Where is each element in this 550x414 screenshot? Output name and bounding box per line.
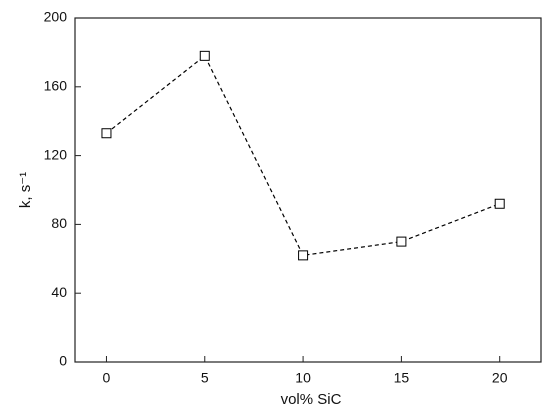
y-axis-label: k, s⁻¹ <box>17 172 34 208</box>
y-tick-label: 40 <box>51 284 67 300</box>
y-tick-label: 0 <box>59 353 67 369</box>
y-tick-label: 160 <box>44 78 68 94</box>
data-point <box>101 128 112 139</box>
data-line <box>106 54 500 257</box>
plot-frame <box>74 17 542 363</box>
x-tick-label: 20 <box>492 370 508 386</box>
y-tick-label: 200 <box>44 9 68 25</box>
y-tick-label: 120 <box>44 146 68 162</box>
x-tick-label: 10 <box>295 370 311 386</box>
x-tick-label: 0 <box>103 370 111 386</box>
x-tick-label: 15 <box>394 370 410 386</box>
data-point <box>298 250 309 261</box>
data-point <box>199 50 210 61</box>
data-point <box>494 198 505 209</box>
x-axis-label: vol% SiC <box>281 391 342 408</box>
x-tick-label: 5 <box>201 370 209 386</box>
data-point <box>396 236 407 247</box>
y-tick-label: 80 <box>51 215 67 231</box>
